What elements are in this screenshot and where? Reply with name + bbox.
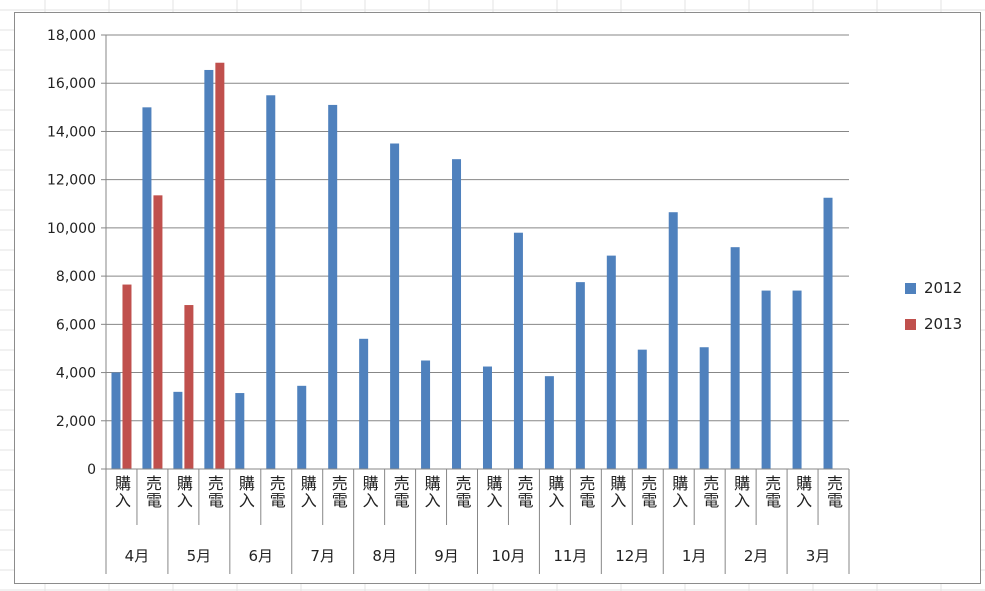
subcategory-label: 購入	[607, 475, 626, 509]
month-label: 3月	[806, 547, 831, 565]
bar-2012-2	[173, 391, 183, 469]
bar-2013-1	[153, 195, 163, 470]
subcategory-label: 購入	[731, 475, 750, 509]
legend: 2012 2013	[905, 279, 962, 351]
bar-2012-14	[544, 376, 554, 469]
bar-2012-22	[792, 290, 802, 469]
y-tick-label: 6,000	[56, 317, 96, 333]
subcategory-label: 購入	[422, 475, 441, 509]
subcategory-label: 購入	[360, 475, 379, 509]
bar-2012-13	[513, 232, 523, 469]
bar-2012-4	[235, 393, 245, 469]
subcategory-label: 売電	[329, 475, 348, 509]
bar-2012-17	[637, 349, 647, 469]
y-tick-label: 16,000	[47, 76, 96, 92]
month-label: 2月	[744, 547, 769, 565]
subcategory-label: 売電	[205, 475, 224, 509]
subcategory-label: 売電	[638, 475, 657, 509]
bar-2012-9	[390, 143, 400, 469]
y-tick-label: 4,000	[56, 366, 96, 382]
bar-2012-12	[482, 366, 492, 469]
month-label: 11月	[553, 547, 587, 565]
subcategory-label: 売電	[143, 475, 162, 509]
subcategory-label: 売電	[824, 475, 843, 509]
subcategory-label: 売電	[391, 475, 410, 509]
y-tick-label: 0	[87, 462, 96, 478]
bar-2012-0	[111, 372, 121, 469]
y-tick-label: 10,000	[47, 221, 96, 237]
bar-2012-5	[266, 95, 276, 470]
bar-2012-18	[668, 212, 678, 469]
subcategory-label: 売電	[762, 475, 781, 509]
month-label: 7月	[310, 547, 335, 565]
month-label: 4月	[125, 547, 150, 565]
subcategory-label: 売電	[700, 475, 719, 509]
bar-2012-15	[575, 282, 585, 469]
plot-area: 0 2,000 4,000 6,000 8,000 10,000 12,000 14,000 1…	[47, 28, 850, 574]
y-tick-label: 14,000	[47, 124, 96, 140]
bar-2012-16	[606, 255, 616, 469]
subcategory-label: 購入	[483, 475, 502, 509]
subcategory-label: 売電	[267, 475, 286, 509]
legend-label-2013: 2013	[924, 315, 963, 333]
subcategory-label: 購入	[793, 475, 812, 509]
bar-2012-20	[730, 247, 740, 469]
bar-2013-2	[184, 305, 194, 469]
y-tick-label: 12,000	[47, 173, 96, 189]
month-label: 6月	[249, 547, 274, 565]
y-tick-label: 18,000	[47, 28, 96, 44]
bar-2012-19	[699, 347, 709, 469]
subcategory-label: 売電	[453, 475, 472, 509]
bar-2013-3	[215, 62, 225, 469]
bar-2013-0	[122, 284, 132, 469]
subcategory-label: 購入	[669, 475, 688, 509]
bar-2012-3	[204, 69, 214, 469]
bar-2012-8	[359, 338, 369, 469]
month-label: 5月	[187, 547, 212, 565]
subcategory-label: 売電	[514, 475, 533, 509]
bar-2012-21	[761, 290, 771, 469]
legend-item-2012: 2012	[905, 279, 962, 297]
bar-2012-7	[328, 104, 338, 469]
bar-2012-23	[823, 197, 833, 469]
bar-2012-11	[452, 159, 462, 469]
month-label: 1月	[682, 547, 707, 565]
legend-item-2013: 2013	[905, 315, 962, 333]
bar-2012-1	[142, 107, 152, 469]
bar-2012-10	[421, 360, 431, 469]
month-label: 8月	[372, 547, 397, 565]
month-label: 10月	[491, 547, 525, 565]
bar-2012-6	[297, 385, 307, 469]
month-label: 9月	[434, 547, 459, 565]
legend-swatch-2013	[905, 318, 916, 330]
chart-area[interactable]: 0 2,000 4,000 6,000 8,000 10,000 12,000 14,000 1…	[14, 12, 981, 584]
month-label: 12月	[615, 547, 649, 565]
legend-label-2012: 2012	[924, 279, 963, 297]
subcategory-label: 購入	[298, 475, 317, 509]
legend-swatch-2012	[905, 282, 916, 294]
subcategory-label: 購入	[545, 475, 564, 509]
subcategory-label: 購入	[112, 475, 131, 509]
y-tick-label: 8,000	[56, 269, 96, 285]
y-tick-label: 2,000	[56, 414, 96, 430]
subcategory-label: 売電	[576, 475, 595, 509]
subcategory-label: 購入	[174, 475, 193, 509]
subcategory-label: 購入	[236, 475, 255, 509]
